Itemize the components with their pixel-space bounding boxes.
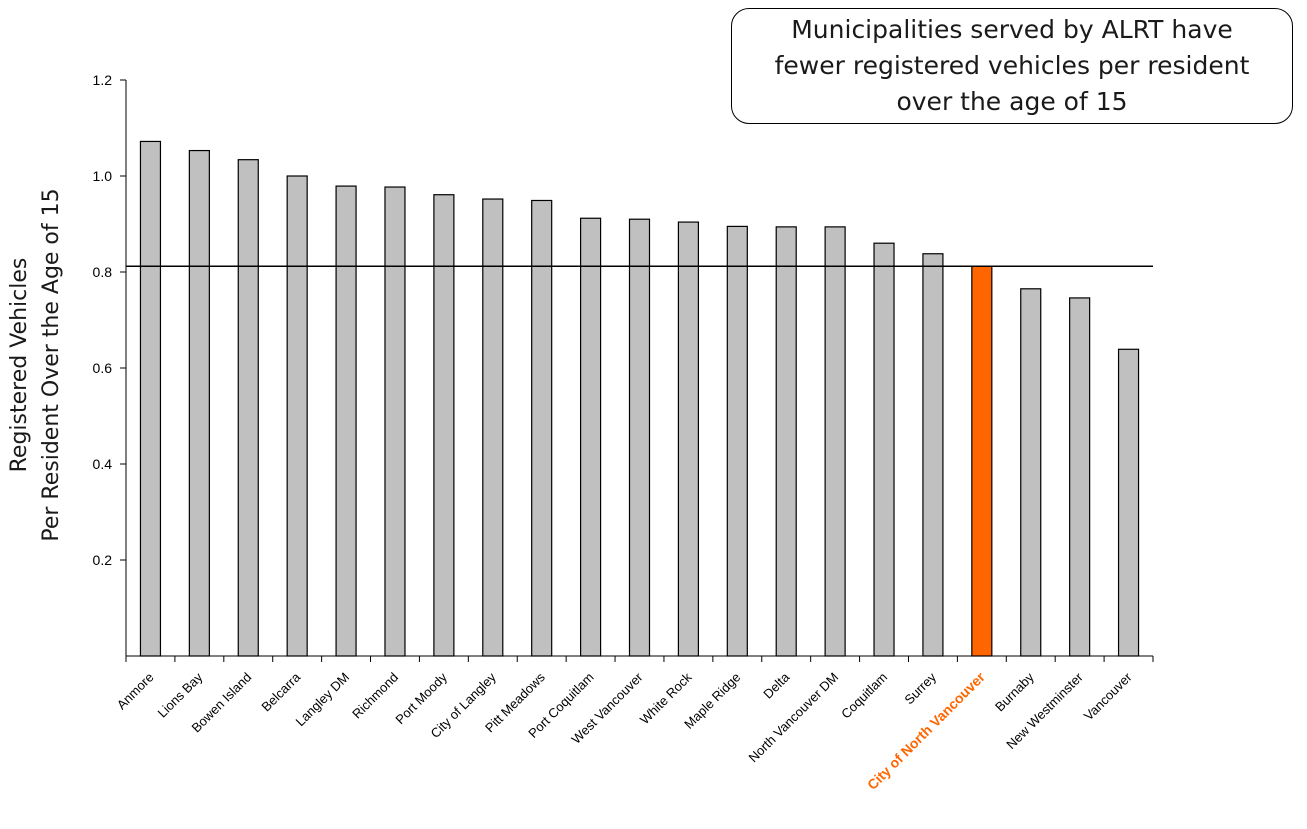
x-axis <box>126 656 1153 662</box>
bar-8 <box>532 200 552 656</box>
bar-6 <box>434 195 454 656</box>
bar-4 <box>336 186 356 656</box>
bar-17 <box>972 266 992 656</box>
y-tick-label-3: 0.8 <box>93 264 113 280</box>
bar-7 <box>483 199 503 656</box>
x-tick-label-3: Belcarra <box>258 669 303 714</box>
y-tick-label-5: 1.2 <box>93 72 113 88</box>
y-tick-label-4: 1.0 <box>93 168 113 184</box>
bar-0 <box>140 141 160 656</box>
x-tick-label-1: Lions Bay <box>155 669 206 720</box>
bar-11 <box>678 222 698 656</box>
annotation-callout: Municipalities served by ALRT have fewer… <box>731 8 1293 124</box>
bar-13 <box>776 227 796 656</box>
bar-19 <box>1070 298 1090 656</box>
x-tick-label-5: Richmond <box>349 670 401 722</box>
bar-20 <box>1119 349 1139 656</box>
bars <box>140 141 1138 656</box>
bar-15 <box>874 243 894 656</box>
x-tick-label-15: Coquitlam <box>838 670 890 722</box>
bar-14 <box>825 227 845 656</box>
x-tick-label-20: Vancouver <box>1081 669 1135 723</box>
bar-9 <box>581 218 601 656</box>
annotation-line-1: Municipalities served by ALRT have <box>775 12 1250 48</box>
bar-1 <box>189 151 209 656</box>
annotation-line-2: fewer registered vehicles per resident <box>775 48 1250 84</box>
x-tick-label-0: Anmore <box>114 670 157 713</box>
annotation-line-3: over the age of 15 <box>775 84 1250 120</box>
y-axis-title-line-1: Registered Vehicles <box>4 125 36 605</box>
bar-10 <box>630 219 650 656</box>
bar-3 <box>287 176 307 656</box>
y-axis-title-line-2: Per Resident Over the Age of 15 <box>36 125 68 605</box>
x-tick-label-18: Burnaby <box>992 669 1037 714</box>
y-axis-title: Registered Vehicles Per Resident Over th… <box>4 125 68 605</box>
bar-2 <box>238 160 258 656</box>
x-tick-label-14: North Vancouver DM <box>745 670 841 766</box>
y-axis: 0.2 0.4 0.6 0.8 1.0 1.2 <box>93 72 126 656</box>
x-tick-label-13: Delta <box>760 669 793 702</box>
y-tick-label-0: 0.2 <box>93 552 113 568</box>
y-tick-label-2: 0.6 <box>93 360 113 376</box>
bar-18 <box>1021 289 1041 656</box>
x-tick-label-16: Surrey <box>901 669 939 707</box>
y-tick-label-1: 0.4 <box>93 456 113 472</box>
bar-12 <box>727 226 747 656</box>
bar-16 <box>923 254 943 656</box>
bar-5 <box>385 187 405 656</box>
